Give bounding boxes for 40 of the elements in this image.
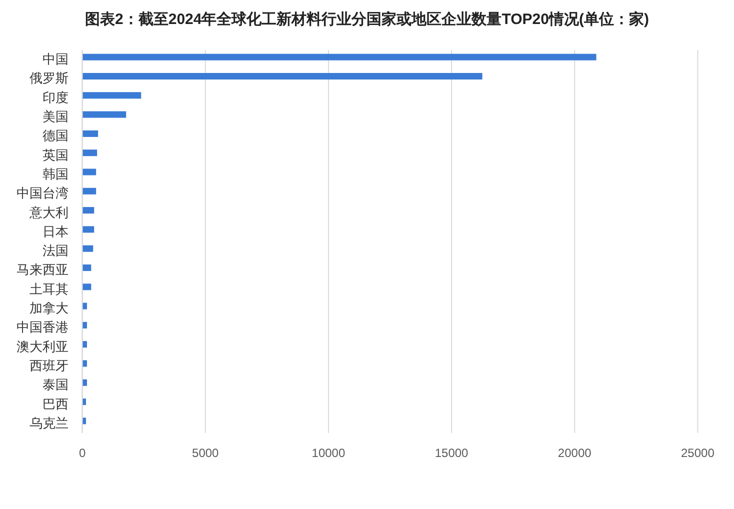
y-tick-label: 土耳其	[29, 281, 68, 296]
y-tick-label: 日本	[42, 224, 68, 239]
bar	[82, 226, 94, 233]
y-tick-label: 美国	[42, 109, 68, 124]
y-tick-label: 印度	[42, 90, 68, 105]
bar	[82, 284, 92, 290]
bar	[82, 92, 142, 99]
chart-title: 图表2：截至2024年全球化工新材料行业分国家或地区企业数量TOP20情况(单位：家)	[85, 10, 649, 28]
bar	[82, 188, 96, 194]
bar	[82, 207, 94, 214]
y-tick-label: 乌克兰	[29, 415, 68, 430]
bar	[82, 264, 92, 271]
bar	[82, 54, 596, 60]
bar	[82, 150, 98, 156]
y-tick-label: 意大利	[28, 204, 68, 220]
y-tick-label: 加拿大	[29, 300, 68, 316]
x-tick-label: 5000	[192, 446, 220, 460]
x-tick-label: 10000	[312, 446, 346, 460]
bar	[82, 111, 126, 118]
y-tick-label: 俄罗斯	[29, 70, 68, 86]
y-tick-label: 巴西	[42, 396, 68, 412]
y-tick-label: 马来西亚	[16, 262, 68, 278]
y-tick-label: 中国	[42, 52, 68, 67]
x-tick-label: 20000	[558, 446, 592, 460]
y-tick-label: 英国	[42, 147, 68, 162]
x-tick-label: 0	[78, 446, 86, 460]
bar	[82, 72, 482, 80]
y-tick-label: 澳大利亚	[16, 338, 68, 354]
y-tick-label: 法国	[42, 243, 68, 258]
y-tick-label: 泰国	[42, 377, 68, 392]
y-tick-label: 中国香港	[16, 320, 68, 335]
bar	[82, 130, 98, 137]
y-tick-label: 德国	[42, 128, 68, 144]
y-tick-label: 韩国	[42, 166, 68, 182]
x-tick-label: 25000	[681, 446, 715, 460]
bar	[82, 245, 94, 252]
y-tick-label: 中国台湾	[16, 186, 68, 201]
y-tick-label: 西班牙	[29, 358, 68, 373]
x-tick-label: 15000	[434, 446, 469, 460]
bar	[82, 168, 96, 176]
